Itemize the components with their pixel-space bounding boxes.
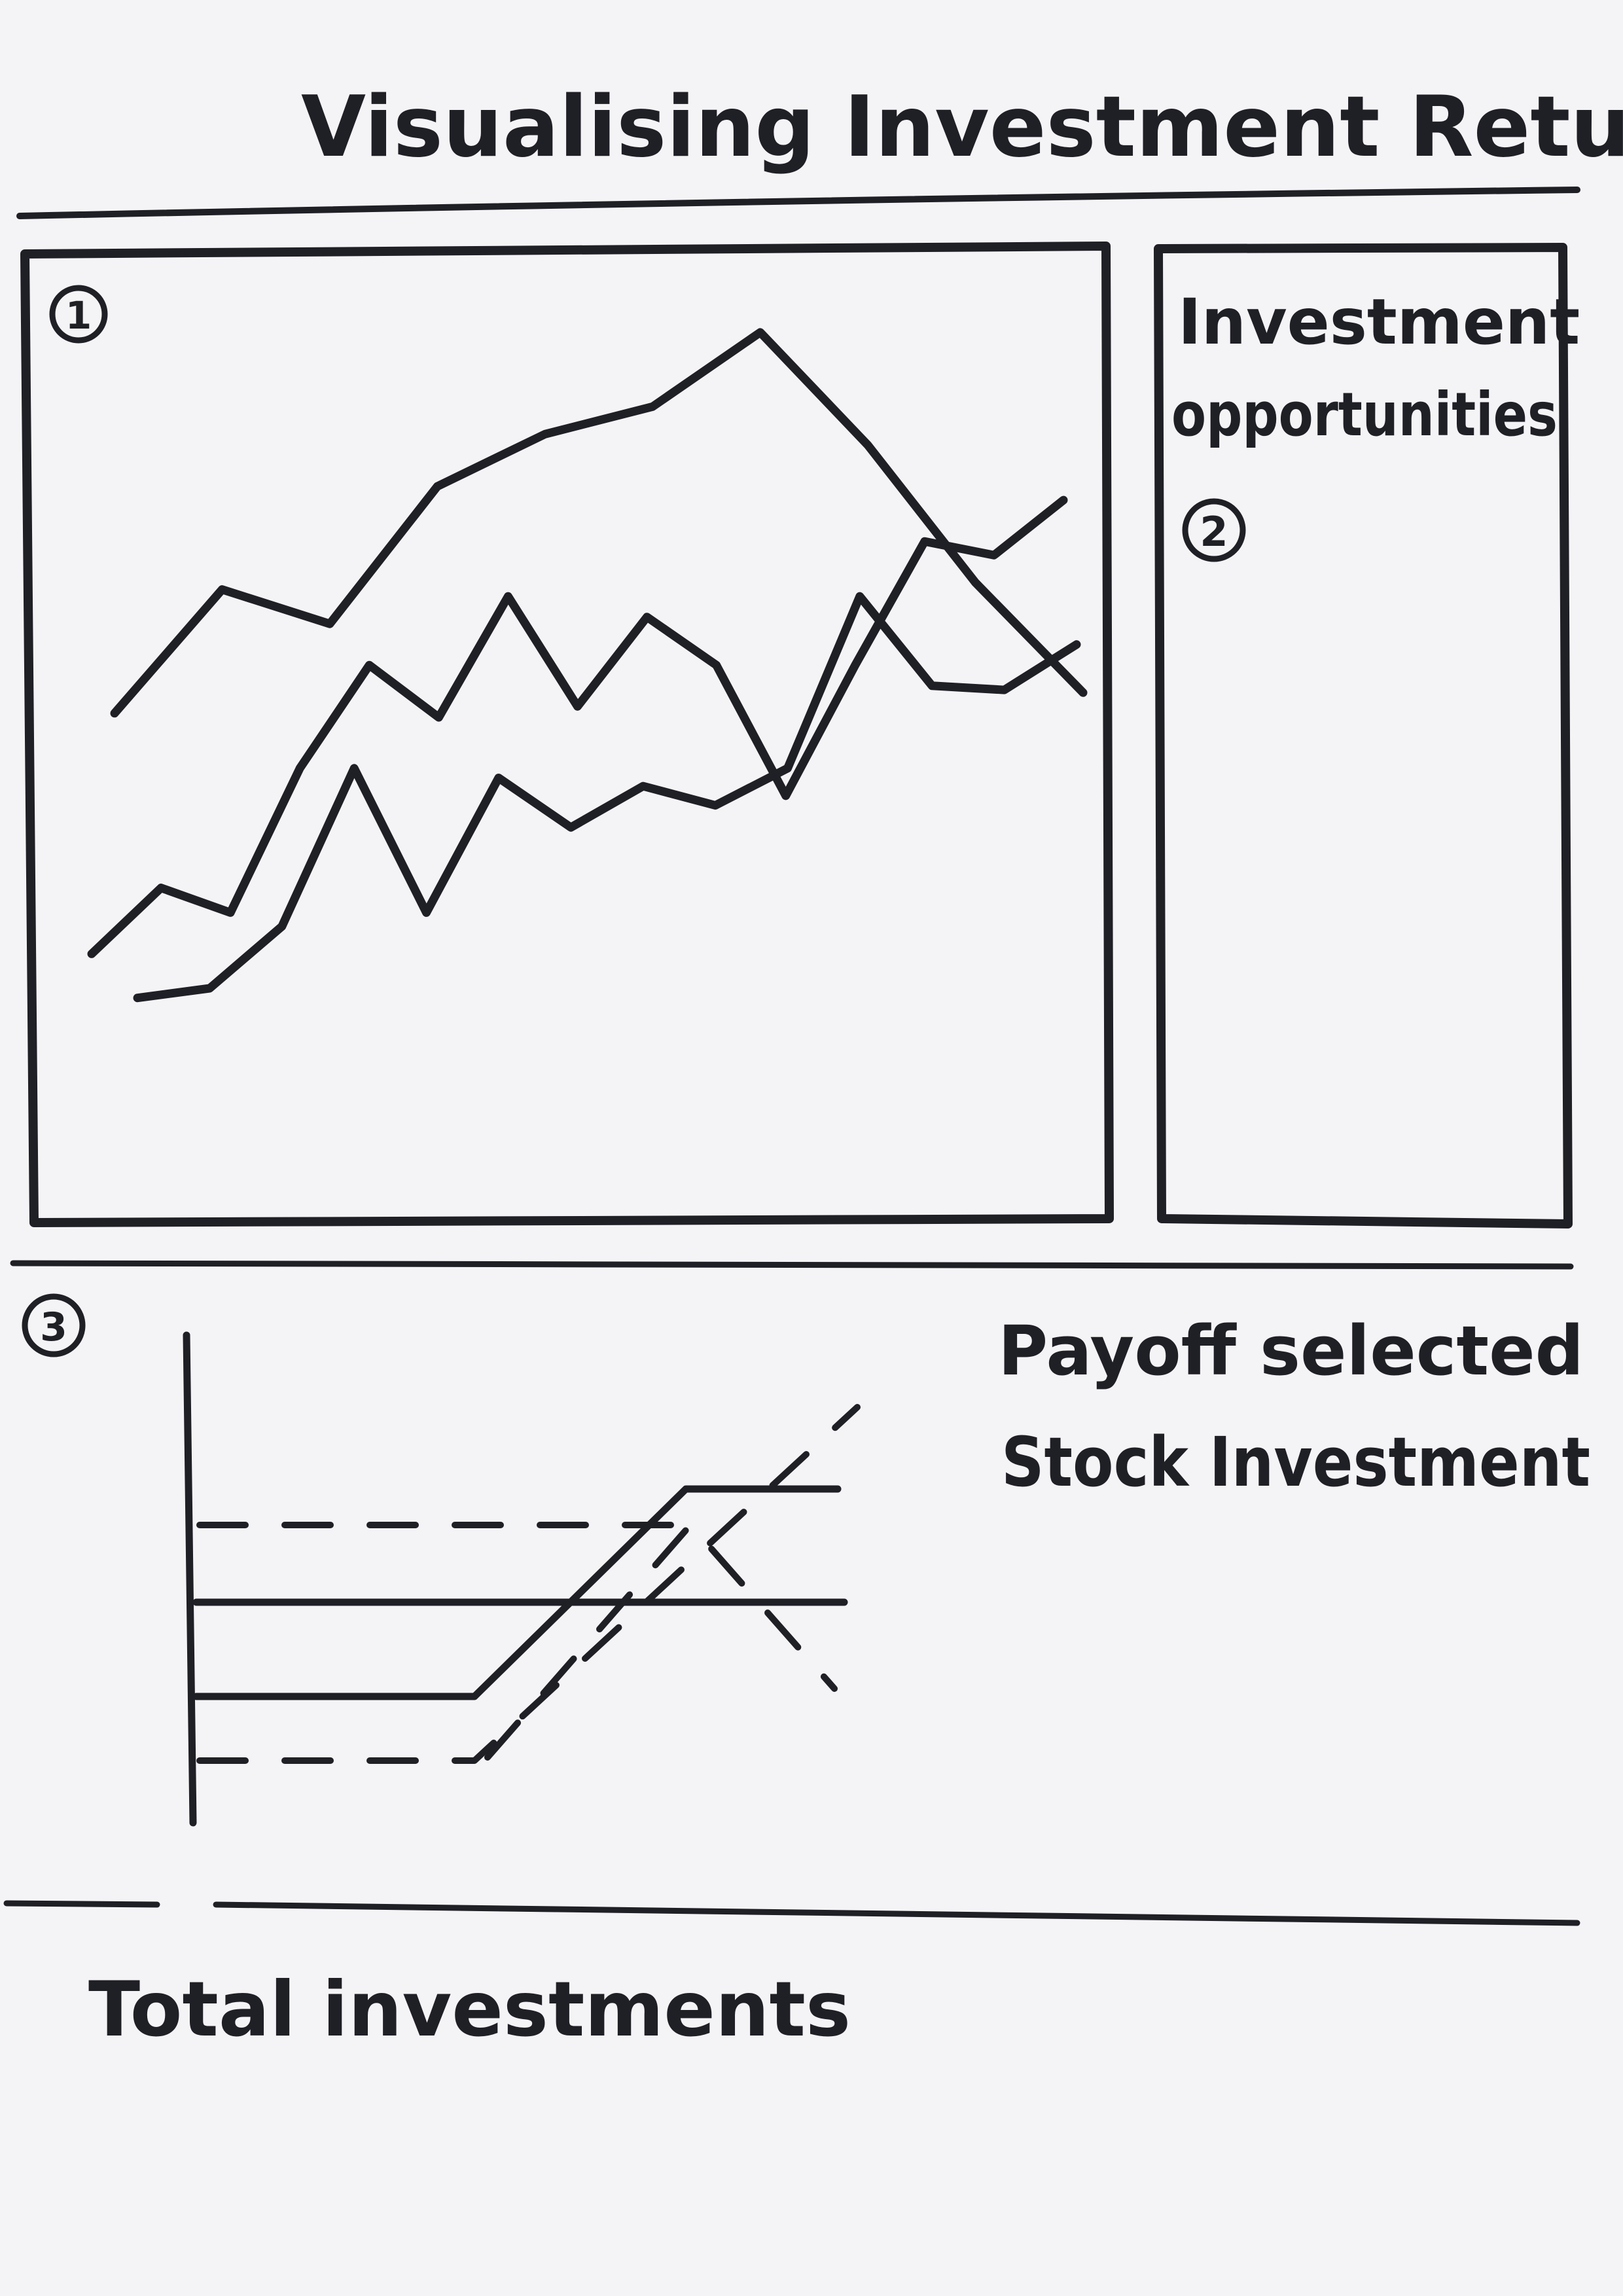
- series-1-point-8: [865, 442, 871, 448]
- panel-2: Investment opportunities 2: [1154, 243, 1580, 1229]
- series-3-point-1: [135, 995, 140, 1001]
- series-1-point-2: [219, 586, 225, 592]
- series-1-point-9: [972, 580, 978, 586]
- series-3-point-6: [495, 775, 501, 781]
- series-3-point-2: [207, 986, 213, 991]
- panel-1-marker: 1: [65, 293, 92, 338]
- series-2-point-5: [366, 662, 372, 668]
- series-3-point-10: [785, 765, 791, 771]
- series-3-point-5: [423, 910, 429, 916]
- series-1-point-10: [1080, 690, 1086, 696]
- total-investments-label: Total investments: [88, 1965, 851, 2054]
- payoff-spread-dashed-line: [484, 1522, 838, 1761]
- series-line-1: [110, 328, 1088, 718]
- panel-2-marker-circle: [1182, 498, 1246, 562]
- series-2-point-7: [505, 594, 511, 600]
- series-3-point-12: [929, 683, 935, 689]
- panel-2-heading-line1: Investment: [1178, 285, 1580, 359]
- series-2-point-2: [158, 885, 164, 891]
- series-1-point-3: [327, 621, 332, 627]
- series-3-point-11: [857, 594, 863, 600]
- section-divider: [10, 1260, 1574, 1270]
- footer-divider-right: [213, 1901, 1580, 1926]
- series-3-point-14: [1074, 641, 1079, 647]
- series-1-point-7: [757, 329, 763, 335]
- payoff-y-axis: [183, 1331, 197, 1827]
- series-3-point-9: [713, 802, 719, 808]
- series-2-point-10: [713, 662, 719, 668]
- series-2-point-15: [1061, 497, 1066, 503]
- series-2-point-13: [921, 539, 927, 545]
- series-2-point-4: [297, 765, 303, 771]
- series-2-point-1: [89, 951, 94, 957]
- payoff-stock-dashed-line: [196, 1404, 861, 1764]
- series-2-point-9: [644, 614, 650, 620]
- series-3-point-7: [568, 825, 574, 831]
- series-3-point-8: [640, 783, 646, 789]
- page-title: Visualising Investment Returns: [301, 79, 1623, 176]
- series-1-point-1: [112, 710, 117, 716]
- series-line-2: [87, 495, 1068, 958]
- payoff-diagram: [183, 1331, 861, 1827]
- panel-3: 3 Payoff selected Stock Investment: [22, 1293, 1590, 1827]
- series-2-point-12: [852, 662, 858, 668]
- panel-2-heading-line2: opportunities: [1171, 380, 1558, 450]
- panel-2-marker: 2: [1200, 508, 1228, 556]
- panel-3-heading-line1: Payoff selected: [998, 1311, 1584, 1391]
- series-3-point-4: [351, 765, 357, 771]
- panel-3-heading-line2: Stock Investment: [1001, 1422, 1590, 1502]
- panel-3-marker-circle: [22, 1293, 86, 1357]
- title-underline: [16, 187, 1580, 219]
- series-1-point-6: [650, 404, 656, 410]
- panel-1-frame: [20, 242, 1114, 1227]
- series-2-point-3: [228, 910, 234, 916]
- series-1-point-4: [435, 484, 440, 490]
- series-3-point-13: [1001, 687, 1007, 693]
- panel-3-marker: 3: [40, 1304, 67, 1350]
- series-2-point-8: [575, 704, 580, 709]
- series-2-point-6: [436, 715, 442, 721]
- series-2-point-14: [991, 552, 997, 558]
- payoff-long-call-line: [192, 1485, 842, 1700]
- series-line-3: [133, 592, 1081, 1003]
- series-1-point-5: [542, 431, 548, 437]
- panel-2-frame: [1154, 243, 1573, 1229]
- series-2-point-11: [783, 793, 789, 798]
- line-chart: [87, 328, 1088, 1003]
- panel-1-marker-circle: [49, 285, 108, 344]
- series-3-point-3: [279, 924, 285, 929]
- footer-divider-left: [3, 1900, 160, 1908]
- panel-1: 1: [20, 242, 1114, 1227]
